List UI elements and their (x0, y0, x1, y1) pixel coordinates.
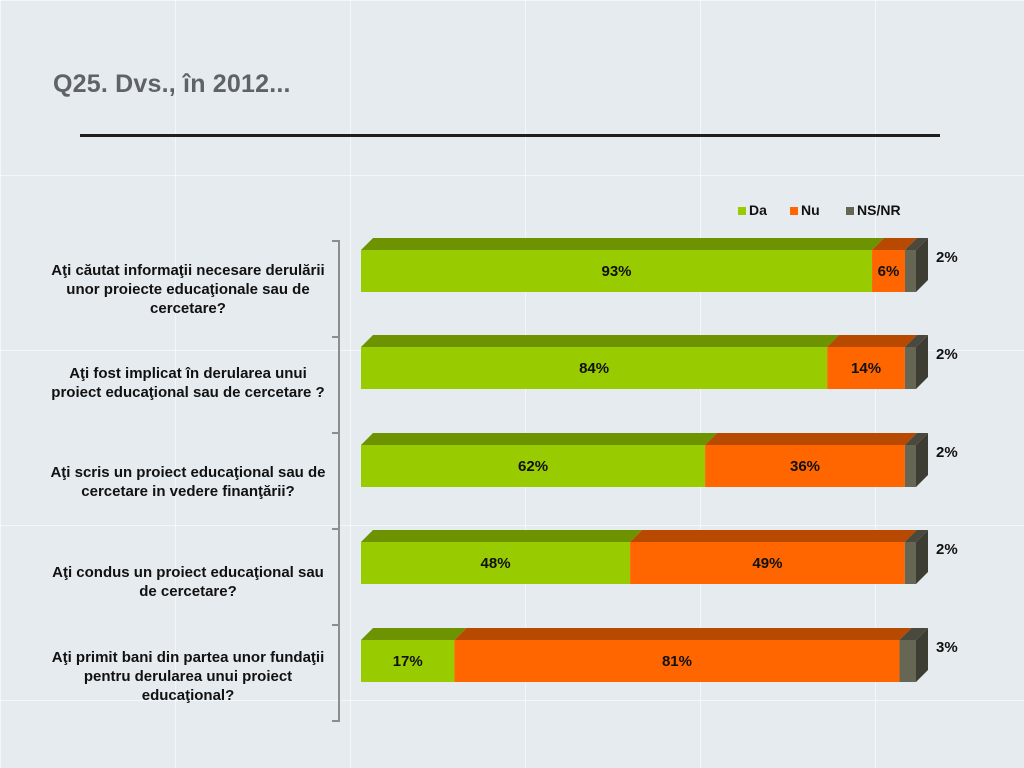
bar-da-1 (361, 250, 873, 292)
bar-da-2 (361, 347, 828, 389)
bar-top-da-1 (361, 238, 885, 250)
bar-top-nsnr-3 (904, 433, 928, 445)
category-label-3: Aţi scris un proiect educaţional sau de … (50, 464, 326, 500)
bar-side-4 (916, 530, 928, 584)
bar-nu-5 (454, 640, 900, 682)
axis-tick (332, 240, 340, 242)
bar-top-nsnr-4 (904, 530, 928, 542)
title-divider (80, 134, 940, 137)
category-axis (338, 240, 340, 722)
bar-nsnr-3 (904, 445, 916, 487)
value-label-nu-4: 49% (752, 555, 782, 572)
value-label-nsnr-3: 2% (936, 444, 958, 461)
bar-da-5 (361, 640, 455, 682)
value-label-nu-5: 81% (662, 653, 692, 670)
value-label-nu-3: 36% (790, 458, 820, 475)
legend-item-da: Da (738, 200, 767, 220)
legend-swatch-da (738, 207, 746, 215)
bar-top-da-2 (361, 335, 840, 347)
bar-top-nsnr-5 (899, 628, 928, 640)
bar-da-3 (361, 445, 706, 487)
axis-tick (332, 720, 340, 722)
axis-tick (332, 528, 340, 530)
axis-tick (332, 336, 340, 338)
value-label-nsnr-5: 3% (936, 639, 958, 656)
legend-label-nu: Nu (801, 202, 820, 218)
bar-top-nu-5 (454, 628, 912, 640)
category-label-4: Aţi condus un proiect educaţional sau de… (52, 564, 324, 600)
value-label-nsnr-2: 2% (936, 346, 958, 363)
legend-swatch-nu (790, 207, 798, 215)
value-label-da-5: 17% (393, 653, 423, 670)
value-label-da-1: 93% (602, 263, 632, 280)
value-label-nu-1: 6% (878, 263, 900, 280)
legend-swatch-nsnr (846, 207, 854, 215)
value-label-da-3: 62% (518, 458, 548, 475)
bar-top-da-4 (361, 530, 643, 542)
bar-top-nu-1 (872, 238, 918, 250)
bar-top-nsnr-2 (904, 335, 928, 347)
value-label-da-2: 84% (579, 360, 609, 377)
axis-tick (332, 624, 340, 626)
bar-top-nu-2 (827, 335, 917, 347)
value-label-nu-2: 14% (851, 360, 881, 377)
bar-top-nu-3 (705, 433, 917, 445)
bar-nu-1 (872, 250, 906, 292)
bar-nu-4 (630, 542, 905, 584)
bar-top-da-3 (361, 433, 718, 445)
legend-label-nsnr: NS/NR (857, 202, 901, 218)
bar-side-2 (916, 335, 928, 389)
value-label-nsnr-1: 2% (936, 249, 958, 266)
legend-label-da: Da (749, 202, 767, 218)
bar-da-4 (361, 542, 631, 584)
bar-nsnr-5 (899, 640, 916, 682)
chart-title: Q25. Dvs., în 2012... (53, 70, 291, 98)
category-label-1: Aţi căutat informaţii necesare derulării… (51, 261, 325, 317)
value-label-nsnr-4: 2% (936, 541, 958, 558)
bar-top-nsnr-1 (905, 238, 928, 250)
axis-tick (332, 432, 340, 434)
bar-nu-2 (827, 347, 905, 389)
bar-nsnr-1 (905, 250, 916, 292)
legend-item-nsnr: NS/NR (846, 200, 901, 220)
bar-side-3 (916, 433, 928, 487)
bar-side-1 (916, 238, 928, 292)
value-label-da-4: 48% (481, 555, 511, 572)
bar-nu-3 (705, 445, 905, 487)
bar-top-nu-4 (630, 530, 917, 542)
legend: Da Nu NS/NR (738, 200, 938, 220)
bar-nsnr-4 (904, 542, 916, 584)
category-label-2: Aţi fost implicat în derularea unui proi… (51, 365, 325, 401)
bar-top-da-5 (361, 628, 467, 640)
bar-side-5 (916, 628, 928, 682)
bar-nsnr-2 (904, 347, 916, 389)
legend-item-nu: Nu (790, 200, 820, 220)
category-label-5: Aţi primit bani din partea unor fundaţii… (51, 648, 325, 704)
